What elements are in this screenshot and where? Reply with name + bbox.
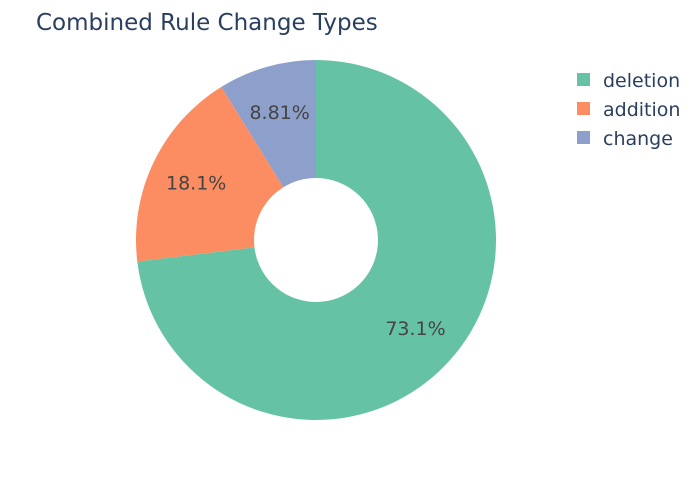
slice-label-change: 8.81%: [249, 102, 309, 124]
legend-item-deletion[interactable]: deletion: [577, 70, 680, 92]
slice-labels-group: 73.1% 18.1% 8.81%: [166, 102, 446, 340]
legend-label-change: change: [603, 128, 673, 150]
slice-addition[interactable]: [136, 86, 284, 262]
legend-label-addition: addition: [603, 99, 680, 121]
slice-deletion[interactable]: [137, 60, 496, 421]
chart-title: Combined Rule Change Types: [36, 10, 378, 36]
slices-group: [136, 60, 496, 421]
legend-swatch-addition: [577, 102, 590, 115]
legend-item-change[interactable]: change: [577, 128, 673, 150]
slice-change[interactable]: [221, 60, 316, 188]
slice-label-addition: 18.1%: [166, 172, 226, 194]
legend-label-deletion: deletion: [603, 70, 680, 92]
legend-swatch-change: [577, 131, 590, 144]
legend: deletion addition change: [577, 70, 680, 150]
legend-swatch-deletion: [577, 73, 590, 86]
legend-item-addition[interactable]: addition: [577, 99, 680, 121]
slice-label-deletion: 73.1%: [385, 318, 445, 340]
